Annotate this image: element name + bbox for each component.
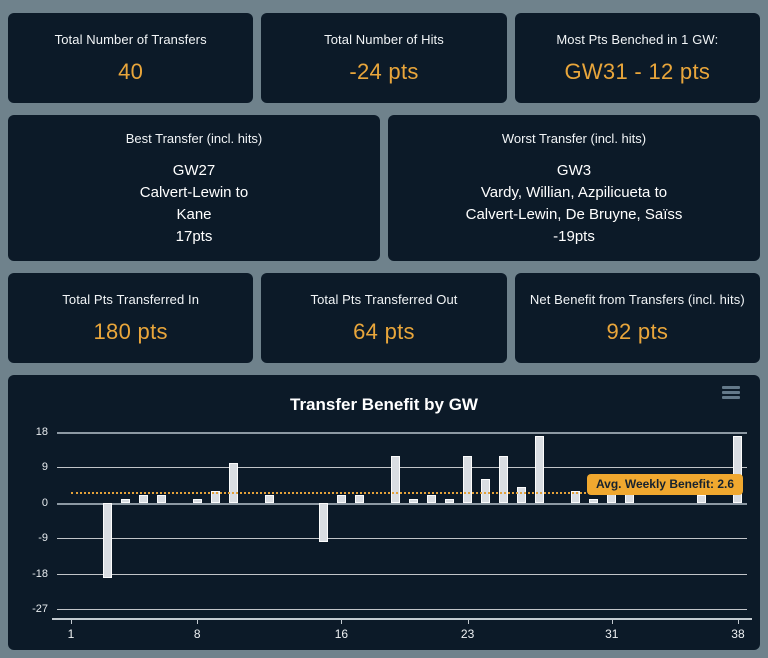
card-total-hits: Total Number of Hits -24 pts	[261, 13, 507, 103]
card-value: 64 pts	[353, 318, 415, 344]
worst-transfer-out: Vardy, Willian, Azpilicueta to	[480, 184, 668, 201]
chart-menu-button[interactable]	[720, 379, 748, 405]
bar-gw-12[interactable]	[264, 494, 274, 503]
gridline-y-9	[57, 467, 747, 469]
x-axis-label-8: 8	[193, 627, 201, 641]
card-label: Most Pts Benched in 1 GW:	[556, 31, 719, 47]
x-axis-tick-8	[197, 619, 199, 624]
hamburger-icon	[722, 385, 740, 389]
best-transfer-pts: 17pts	[175, 228, 213, 245]
x-axis-tick-1	[71, 619, 72, 624]
x-axis-label-1: 1	[67, 627, 75, 641]
x-axis-label-31: 31	[605, 627, 619, 641]
worst-transfer-in: Calvert-Lewin, De Bruyne, Saïss	[465, 206, 683, 223]
bar-gw-4[interactable]	[120, 498, 130, 503]
y-axis-label-18: 18	[35, 426, 48, 438]
bar-gw-17[interactable]	[354, 494, 364, 503]
bar-gw-20[interactable]	[409, 498, 418, 503]
card-value: GW31 - 12 pts	[564, 58, 711, 84]
bar-gw-22[interactable]	[445, 498, 455, 503]
bar-gw-9[interactable]	[210, 491, 220, 503]
x-axis-tick-31	[611, 619, 613, 624]
x-axis-line	[52, 618, 752, 620]
avg-benefit-tooltip: Avg. Weekly Benefit: 2.6	[586, 474, 743, 495]
bar-gw-36[interactable]	[697, 494, 707, 503]
x-axis-label-38: 38	[731, 627, 745, 641]
stats-row-2: Total Pts Transferred In 180 pts Total P…	[8, 273, 760, 363]
x-axis-tick-38	[737, 619, 739, 624]
bar-gw-30[interactable]	[589, 498, 599, 503]
bar-gw-5[interactable]	[138, 494, 148, 503]
hamburger-icon	[722, 390, 740, 394]
y-axis-label--18: -18	[32, 567, 48, 580]
card-value: 180 pts	[93, 318, 168, 344]
bar-gw-6[interactable]	[156, 494, 166, 503]
gridline-y-0	[57, 502, 747, 505]
stats-row-1: Total Number of Transfers 40 Total Numbe…	[8, 13, 760, 103]
card-value: 92 pts	[606, 318, 669, 344]
bar-gw-16[interactable]	[336, 494, 346, 503]
best-transfer-in: Kane	[176, 206, 212, 223]
avg-benefit-line	[71, 491, 738, 494]
x-axis-tick-16	[341, 619, 343, 624]
card-pts-transferred-out: Total Pts Transferred Out 64 pts	[261, 273, 507, 363]
gridline-y--27	[57, 609, 747, 611]
card-worst-transfer: Worst Transfer (incl. hits) GW3 Vardy, W…	[388, 115, 760, 261]
bar-gw-21[interactable]	[427, 494, 437, 503]
worst-transfer-pts: -19pts	[553, 228, 595, 245]
bar-gw-8[interactable]	[192, 498, 202, 503]
card-net-benefit: Net Benefit from Transfers (incl. hits) …	[514, 273, 760, 363]
y-axis-label--9: -9	[38, 532, 48, 545]
card-label: Net Benefit from Transfers (incl. hits)	[529, 291, 745, 307]
gridline-y--9	[57, 538, 747, 540]
card-total-transfers: Total Number of Transfers 40	[8, 13, 254, 103]
hamburger-icon	[722, 395, 740, 399]
x-axis-label-23: 23	[460, 627, 475, 641]
gridline-y--18	[57, 573, 747, 575]
bar-gw-24[interactable]	[481, 479, 491, 503]
bar-gw-19[interactable]	[390, 455, 400, 503]
best-transfer-gw: GW27	[172, 162, 216, 179]
y-axis-label--27: -27	[32, 603, 48, 616]
card-pts-transferred-in: Total Pts Transferred In 180 pts	[8, 273, 254, 363]
transfers-row: Best Transfer (incl. hits) GW27 Calvert-…	[8, 115, 760, 261]
bar-gw-38[interactable]	[733, 435, 743, 503]
best-transfer-out: Calvert-Lewin to	[139, 184, 249, 201]
bar-gw-25[interactable]	[499, 455, 509, 503]
bar-gw-29[interactable]	[571, 491, 581, 503]
card-label: Total Number of Hits	[324, 31, 444, 47]
card-value: -24 pts	[349, 58, 419, 84]
card-most-pts-benched: Most Pts Benched in 1 GW: GW31 - 12 pts	[514, 13, 760, 103]
card-label: Total Number of Transfers	[54, 31, 207, 47]
bar-gw-15[interactable]	[318, 502, 328, 543]
bar-gw-3[interactable]	[102, 502, 112, 578]
card-label: Best Transfer (incl. hits)	[125, 131, 263, 146]
bar-gw-26[interactable]	[517, 487, 527, 503]
bar-gw-27[interactable]	[535, 435, 545, 503]
chart-title: Transfer Benefit by GW	[290, 395, 478, 414]
card-label: Total Pts Transferred Out	[310, 291, 458, 307]
card-label: Total Pts Transferred In	[62, 291, 200, 307]
card-value: 40	[118, 58, 144, 84]
y-axis-label-9: 9	[41, 461, 48, 474]
gridline-y-18	[57, 432, 747, 434]
card-label: Worst Transfer (incl. hits)	[501, 131, 647, 146]
y-axis-label-0: 0	[41, 496, 48, 509]
card-best-transfer: Best Transfer (incl. hits) GW27 Calvert-…	[8, 115, 380, 261]
bar-gw-10[interactable]	[228, 463, 238, 503]
transfer-benefit-chart: Transfer Benefit by GW Avg. Weekly Benef…	[8, 375, 760, 650]
worst-transfer-gw: GW3	[556, 162, 592, 179]
x-axis-label-16: 16	[334, 627, 349, 641]
x-axis-tick-23	[467, 619, 469, 624]
bar-gw-23[interactable]	[463, 455, 473, 503]
